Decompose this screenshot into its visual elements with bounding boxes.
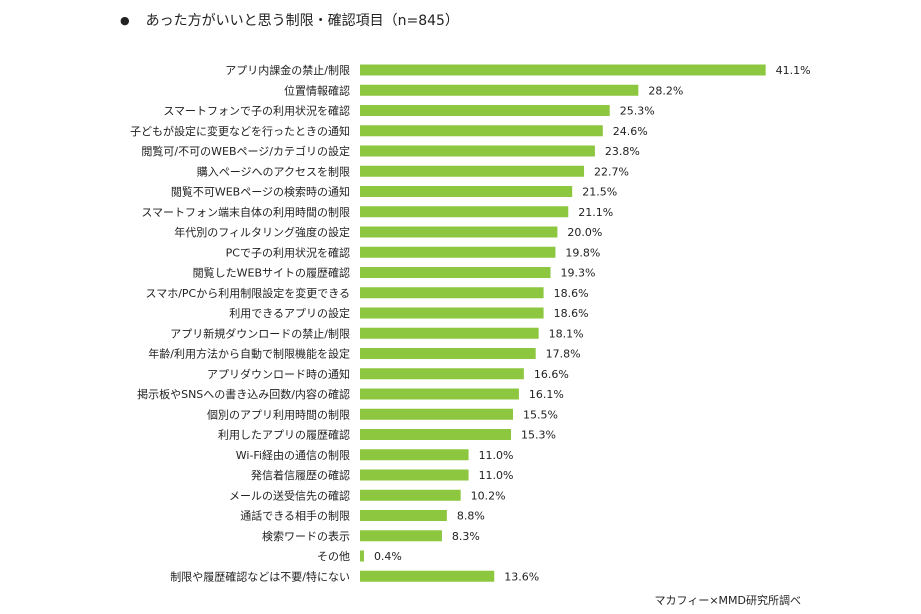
value-label: 16.6%: [534, 368, 569, 381]
category-label: 閲覧したWEBサイトの履歴確認: [193, 266, 350, 280]
value-label: 19.3%: [560, 267, 595, 280]
value-label: 25.3%: [620, 105, 655, 118]
value-label: 21.5%: [582, 186, 617, 199]
bar: [360, 388, 519, 400]
category-label: 通話できる相手の制限: [240, 509, 350, 523]
value-label: 41.1%: [776, 64, 811, 77]
bar: [360, 429, 512, 440]
bar: [360, 246, 556, 258]
source-note: マカフィー×MMD研究所調べ: [654, 594, 801, 607]
bar: [360, 570, 495, 582]
bar: [360, 307, 544, 319]
category-label: アプリ内課金の禁止/制限: [225, 63, 350, 77]
bar: [360, 368, 524, 380]
value-label: 20.0%: [567, 226, 602, 239]
category-label: スマホ/PCから利用制限設定を変更できる: [146, 286, 350, 300]
bar: [360, 287, 544, 299]
bar: [360, 267, 551, 278]
category-label: 利用したアプリの履歴確認: [218, 428, 350, 442]
category-label: PCで子の利用状況を確認: [226, 245, 350, 259]
category-label: アプリダウンロード時の通知: [207, 367, 350, 381]
category-label: 個別のアプリ利用時間の制限: [207, 408, 350, 421]
category-label: 掲示板やSNSへの書き込み回数/内容の確認: [137, 387, 350, 401]
value-label: 15.5%: [523, 408, 558, 421]
bar: [360, 145, 595, 157]
category-label: 検索ワードの表示: [262, 529, 350, 543]
bar: [360, 408, 513, 420]
category-label: スマートフォン端末自体の利用時間の制限: [141, 205, 350, 219]
value-label: 23.8%: [605, 145, 640, 158]
chart-title-text: あった方がいいと思う制限・確認項目（n=845）: [145, 13, 459, 29]
category-label: 購入ページへのアクセスを制限: [197, 164, 350, 178]
bar: [360, 530, 442, 542]
value-label: 18.6%: [554, 287, 589, 300]
value-label: 15.3%: [521, 429, 556, 442]
value-label: 17.8%: [546, 348, 581, 361]
bar: [360, 105, 610, 116]
value-label: 10.2%: [471, 489, 506, 502]
value-label: 13.6%: [504, 570, 539, 583]
category-label: 閲覧不可WEBページの検索時の通知: [171, 185, 350, 199]
category-label: 閲覧可/不可のWEBページ/カテゴリの設定: [141, 144, 350, 158]
category-label: 発信着信履歴の確認: [251, 468, 350, 482]
value-label: 24.6%: [613, 125, 648, 138]
category-label: アプリ新規ダウンロードの禁止/制限: [170, 326, 350, 340]
category-label: Wi-Fi経由の通信の制限: [236, 448, 350, 462]
category-label: 位置情報確認: [284, 83, 350, 97]
value-label: 18.6%: [554, 307, 589, 320]
category-label: スマートフォンで子の利用状況を確認: [163, 104, 350, 118]
bar: [360, 550, 364, 562]
category-label: 制限や履歴確認などは不要/特にない: [170, 569, 350, 583]
bar: [360, 125, 603, 137]
value-label: 22.7%: [594, 165, 629, 178]
chart-title: ● あった方がいいと思う制限・確認項目（n=845）: [120, 10, 459, 30]
category-label: 年代別のフィルタリング強度の設定: [174, 225, 350, 239]
value-label: 8.8%: [457, 510, 485, 523]
category-label: その他: [317, 550, 350, 563]
category-label: メールの送受信先の確認: [229, 488, 350, 502]
value-label: 16.1%: [529, 388, 564, 401]
bar: [360, 348, 536, 359]
value-label: 11.0%: [479, 449, 514, 462]
category-label: 子どもが設定に変更などを行ったときの通知: [130, 124, 350, 138]
value-label: 18.1%: [549, 327, 584, 340]
bar: [360, 226, 558, 238]
bullet-icon: ●: [120, 14, 130, 27]
bar: [360, 489, 461, 501]
bar: [360, 165, 585, 177]
value-label: 11.0%: [479, 469, 514, 482]
value-label: 8.3%: [452, 530, 480, 543]
bar: [360, 84, 639, 96]
value-label: 21.1%: [578, 206, 613, 219]
bar: [360, 510, 447, 521]
bar: [360, 206, 569, 218]
bar: [360, 327, 539, 339]
bar: [360, 449, 469, 461]
bar: [360, 469, 469, 481]
value-label: 28.2%: [648, 84, 683, 97]
category-label: 利用できるアプリの設定: [229, 306, 350, 320]
bar: [360, 64, 766, 76]
value-label: 19.8%: [565, 246, 600, 259]
bar: [360, 186, 573, 197]
value-label: 0.4%: [374, 550, 402, 563]
category-label: 年齢/利用方法から自動で制限機能を設定: [148, 347, 350, 361]
